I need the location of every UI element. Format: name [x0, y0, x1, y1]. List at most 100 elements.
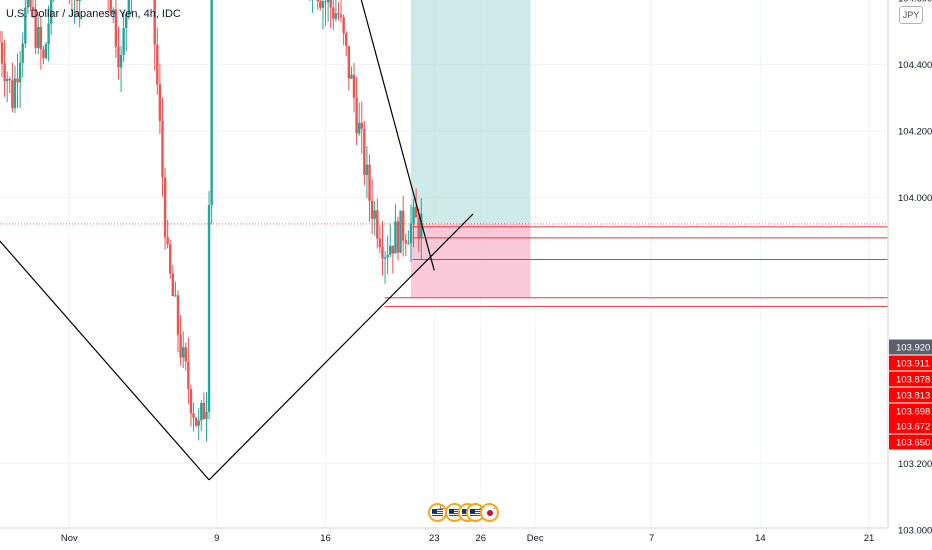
candle	[3, 63, 6, 82]
candle	[345, 33, 348, 46]
candle	[420, 213, 423, 239]
chart-title: U.S. Dollar / Japanese Yen, 4h, IDC	[6, 8, 181, 20]
candle	[396, 221, 400, 253]
candlestick-series	[0, 0, 423, 442]
candle	[24, 7, 27, 44]
price-label-bg	[889, 418, 932, 434]
candle	[11, 80, 14, 109]
candle	[192, 413, 195, 418]
candle	[409, 223, 413, 244]
event-count: 7	[493, 505, 497, 511]
candle	[42, 49, 45, 59]
candle	[49, 0, 53, 24]
candle	[163, 177, 167, 238]
time-tick-label: 14	[755, 533, 766, 544]
time-axis[interactable]: Nov 9 16 23 26 Dec 7 14 21	[0, 527, 888, 550]
candle	[176, 295, 180, 335]
candle	[370, 200, 374, 219]
candle	[161, 120, 164, 178]
candle	[153, 0, 156, 45]
jp-event-icon[interactable]: 7	[479, 503, 499, 522]
time-tick-label: Dec	[527, 533, 544, 544]
candle	[205, 411, 208, 419]
candle	[329, 0, 332, 8]
position-zones[interactable]	[410, 0, 531, 298]
price-label: 103.672	[896, 422, 930, 433]
price-label: 103.920	[896, 343, 930, 354]
us-flag-icon	[469, 509, 481, 517]
candle	[210, 0, 213, 206]
price-label: 103.813	[896, 391, 930, 402]
candle	[125, 14, 128, 28]
price-tick-label: 104.200	[898, 126, 932, 137]
candle	[44, 44, 48, 59]
candle	[31, 7, 35, 10]
candle	[119, 54, 123, 68]
candle	[378, 238, 382, 247]
candle	[365, 164, 369, 175]
stop-zone[interactable]	[410, 223, 531, 298]
candle	[158, 84, 162, 121]
candle	[368, 164, 371, 201]
candle	[26, 0, 30, 8]
candle	[342, 17, 345, 34]
candle	[389, 245, 392, 255]
candle	[109, 0, 112, 13]
candle	[414, 207, 418, 218]
candle	[117, 46, 120, 68]
price-label-bg	[889, 371, 932, 387]
candle	[363, 128, 366, 175]
candle	[417, 217, 420, 239]
jp-flag-icon	[486, 510, 493, 516]
currency-button[interactable]: JPY	[899, 6, 923, 24]
candle	[122, 27, 125, 55]
price-tick-label: 104.600	[898, 0, 932, 4]
us-event-icon[interactable]: 19	[428, 503, 448, 522]
candle	[373, 210, 376, 219]
time-tick-label: 16	[320, 533, 331, 544]
candle	[37, 26, 40, 48]
candle	[179, 334, 182, 358]
candle	[166, 237, 169, 245]
price-label-bg	[889, 434, 932, 450]
candle	[360, 122, 363, 129]
candle	[194, 417, 198, 426]
time-tick-label: Nov	[61, 533, 78, 544]
candle	[197, 420, 200, 426]
candle	[8, 78, 11, 81]
trendline[interactable]	[0, 240, 210, 481]
candle	[332, 7, 335, 19]
candle	[337, 13, 340, 15]
candle	[0, 42, 4, 64]
candle	[321, 1, 325, 8]
candle	[75, 0, 79, 1]
candle	[404, 240, 407, 244]
candle	[386, 254, 389, 258]
candle	[34, 9, 37, 48]
price-tick-label: 103.000	[898, 525, 932, 536]
price-label: 103.878	[896, 375, 930, 386]
candle	[324, 1, 327, 3]
candle	[347, 45, 351, 79]
candle	[207, 205, 211, 412]
price-tick-label: 104.000	[898, 193, 932, 204]
candle	[112, 9, 115, 13]
price-label-bg	[889, 355, 932, 371]
price-label-bg	[889, 403, 932, 419]
trendlines[interactable]	[0, 0, 888, 481]
candle	[319, 0, 322, 8]
trendline[interactable]	[208, 213, 474, 481]
candle	[0, 31, 1, 43]
price-axis[interactable]: 105.800105.600105.400105.200105.000104.8…	[887, 0, 932, 536]
price-label: 103.650	[896, 438, 930, 449]
candle	[391, 245, 395, 254]
trendline[interactable]	[271, 0, 435, 271]
candle	[383, 257, 387, 259]
target-zone[interactable]	[410, 0, 531, 224]
time-tick-label: 26	[476, 533, 487, 544]
candle	[13, 78, 17, 109]
candle	[200, 402, 203, 421]
us-flag-icon	[432, 509, 444, 517]
candle	[47, 23, 50, 45]
